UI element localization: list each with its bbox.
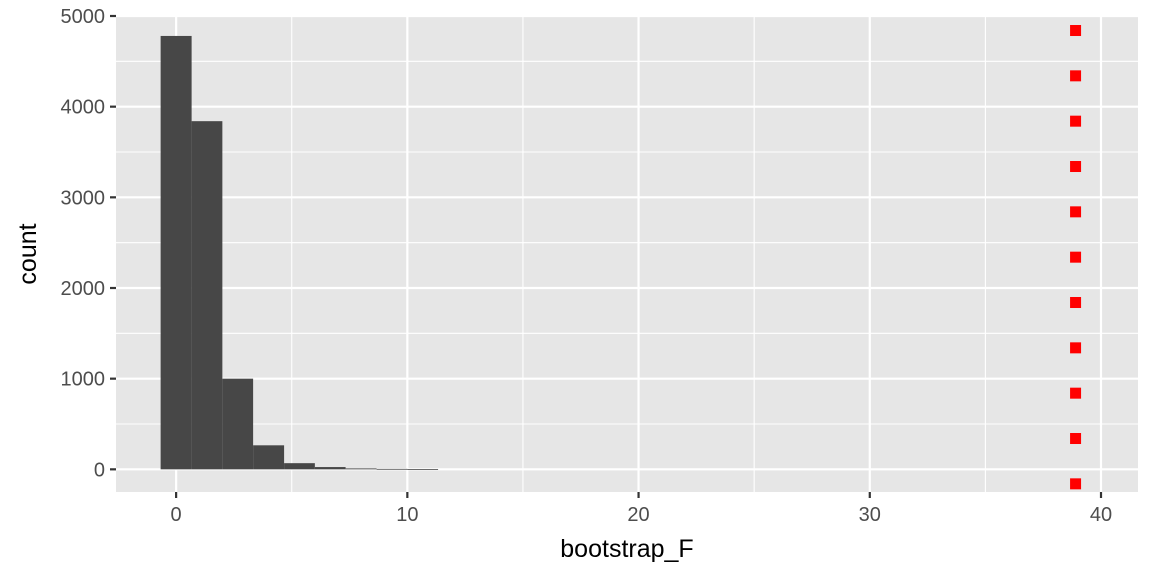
x-tick-label: 20 bbox=[627, 504, 649, 526]
y-tick-label: 2000 bbox=[61, 278, 106, 300]
histogram-bar bbox=[191, 121, 223, 470]
y-tick-label: 0 bbox=[94, 459, 105, 481]
y-tick-label: 1000 bbox=[61, 369, 106, 391]
grid-major bbox=[116, 14, 1138, 492]
plot-panel bbox=[116, 16, 1138, 492]
x-tick-label: 30 bbox=[859, 504, 881, 526]
histogram-bar bbox=[376, 468, 408, 470]
y-tick-label: 4000 bbox=[61, 97, 106, 119]
reference-point bbox=[1070, 342, 1082, 354]
histogram-bar bbox=[314, 467, 346, 470]
y-tick-label: 3000 bbox=[61, 187, 106, 209]
reference-point bbox=[1070, 297, 1082, 309]
histogram-bar bbox=[284, 463, 315, 470]
x-tick-label: 40 bbox=[1090, 504, 1112, 526]
reference-point bbox=[1070, 387, 1082, 399]
y-tick-label: 5000 bbox=[61, 6, 106, 28]
x-tick-label: 0 bbox=[171, 504, 182, 526]
histogram-bar bbox=[345, 468, 377, 470]
y-axis: 0 1000 2000 3000 4000 5000 bbox=[61, 6, 116, 481]
histogram-bar bbox=[160, 35, 192, 470]
histogram-bars bbox=[160, 35, 439, 470]
reference-point bbox=[1070, 478, 1082, 490]
reference-point bbox=[1070, 25, 1082, 37]
histogram-bar bbox=[407, 469, 439, 470]
reference-point bbox=[1070, 433, 1082, 445]
x-axis-title: bootstrap_F bbox=[560, 535, 693, 563]
grid-minor bbox=[116, 16, 1138, 492]
histogram-bar bbox=[222, 378, 254, 470]
x-tick-label: 10 bbox=[396, 504, 418, 526]
y-axis-title: count bbox=[14, 223, 42, 284]
x-axis: 0 10 20 30 40 bbox=[171, 492, 1112, 526]
reference-point bbox=[1070, 251, 1082, 263]
reference-points bbox=[1070, 25, 1082, 490]
reference-point bbox=[1070, 161, 1082, 173]
reference-point bbox=[1070, 206, 1082, 218]
reference-point bbox=[1070, 115, 1082, 127]
reference-point bbox=[1070, 70, 1082, 82]
histogram-bar bbox=[253, 445, 285, 470]
